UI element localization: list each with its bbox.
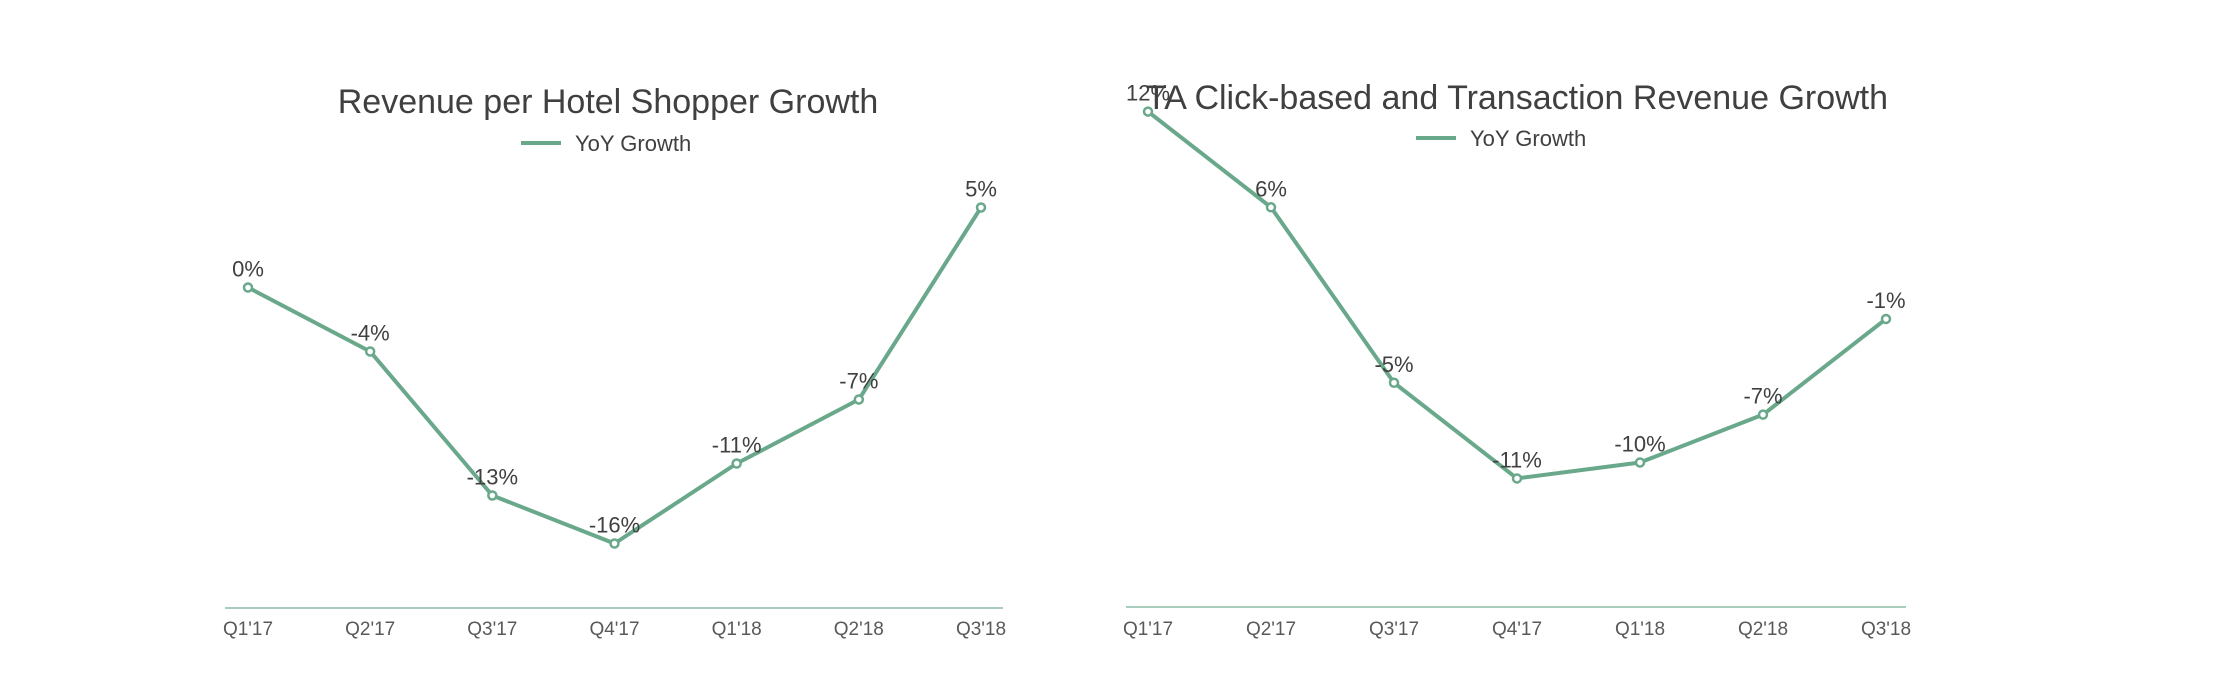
data-point xyxy=(487,490,498,501)
legend-label: YoY Growth xyxy=(575,131,691,156)
data-label: 0% xyxy=(232,257,264,282)
chart-title: Revenue per Hotel Shopper Growth xyxy=(338,83,879,121)
legend-label: YoY Growth xyxy=(1470,126,1586,151)
data-point xyxy=(609,538,620,549)
data-point xyxy=(1757,409,1769,420)
data-point xyxy=(1142,106,1154,117)
data-label: 12% xyxy=(1126,81,1170,106)
data-label: -16% xyxy=(589,513,640,538)
data-label: 5% xyxy=(965,177,997,202)
x-tick-label: Q4'17 xyxy=(1492,619,1542,640)
x-tick-label: Q3'18 xyxy=(956,619,1006,640)
data-label: -7% xyxy=(839,369,878,394)
plot-area: 12% Q1'17 6% Q2'17 -5% Q3'17 -11% Q4'17 -10% Q1'1… xyxy=(1123,81,1911,640)
data-label: -4% xyxy=(351,321,390,346)
x-tick-label: Q1'18 xyxy=(1615,619,1665,640)
x-tick-label: Q2'17 xyxy=(345,619,395,640)
x-tick-label: Q3'17 xyxy=(1369,619,1419,640)
legend: YoY Growth xyxy=(1416,126,1586,151)
plot-area: 0% Q1'17 -4% Q2'17 -13% Q3'17 -16% Q4'17 -11% Q1'… xyxy=(223,177,1006,641)
x-tick-label: Q2'18 xyxy=(1738,619,1788,640)
legend: YoY Growth xyxy=(521,131,691,156)
data-label: -13% xyxy=(467,465,518,490)
data-label: -11% xyxy=(1492,447,1542,472)
data-label: -1% xyxy=(1866,288,1905,313)
data-point xyxy=(975,202,987,213)
data-point xyxy=(364,346,376,357)
x-tick-label: Q2'18 xyxy=(834,619,884,640)
data-label: -7% xyxy=(1743,384,1782,409)
chart-title: TA Click-based and Transaction Revenue G… xyxy=(1146,79,1888,117)
data-label: -10% xyxy=(1614,432,1665,457)
data-point xyxy=(731,458,742,469)
x-tick-label: Q1'17 xyxy=(223,619,273,640)
data-label: 6% xyxy=(1255,176,1287,201)
data-point xyxy=(1880,313,1892,325)
data-point xyxy=(242,282,254,293)
data-point xyxy=(1511,473,1523,484)
data-point xyxy=(1634,457,1646,468)
x-tick-label: Q1'17 xyxy=(1123,619,1173,640)
x-tick-label: Q2'17 xyxy=(1246,619,1296,640)
x-tick-label: Q3'17 xyxy=(467,619,517,640)
x-tick-label: Q4'17 xyxy=(589,619,639,640)
series-line xyxy=(1146,110,1888,481)
data-label: -5% xyxy=(1374,352,1413,377)
x-tick-label: Q3'18 xyxy=(1861,619,1911,640)
data-label: -11% xyxy=(712,433,762,458)
chart-ta-click-transaction-revenue: TA Click-based and Transaction Revenue G… xyxy=(1123,79,1911,640)
data-point xyxy=(1388,377,1400,388)
x-tick-label: Q1'18 xyxy=(712,619,762,640)
data-point xyxy=(1265,202,1277,213)
data-point xyxy=(853,394,865,405)
chart-revenue-per-hotel-shopper: Revenue per Hotel Shopper Growth YoY Gro… xyxy=(223,83,1006,640)
